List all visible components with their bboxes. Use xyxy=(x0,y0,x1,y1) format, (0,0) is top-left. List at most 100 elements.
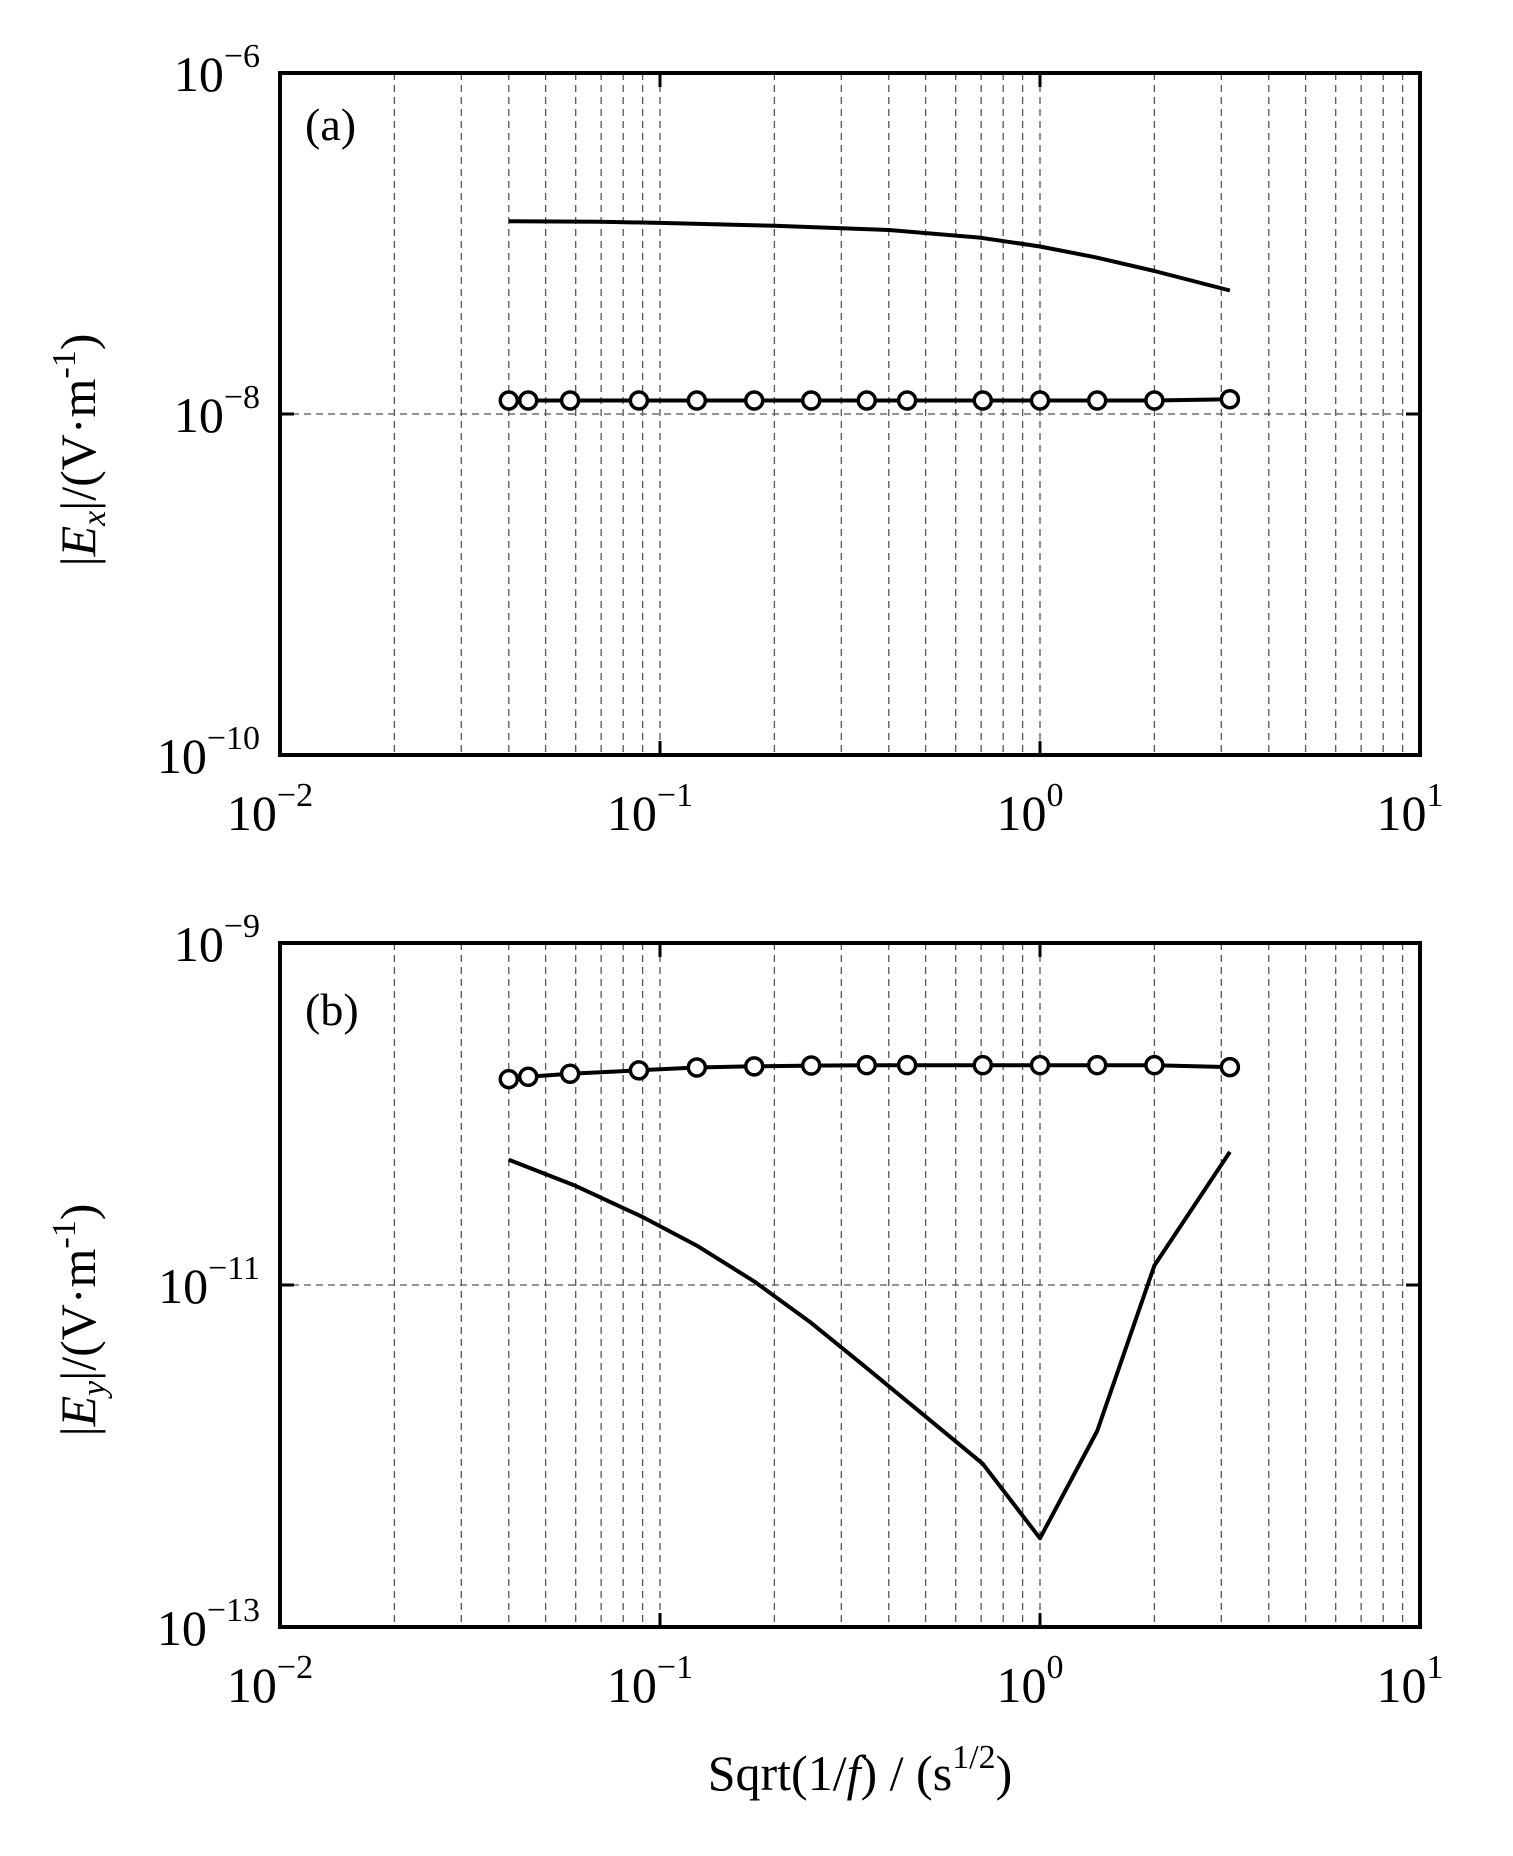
panel-b-series-1-point xyxy=(559,1063,581,1084)
panel-b-ylabel-sub: y xyxy=(76,1380,113,1399)
panel-a-series-2-point xyxy=(1219,389,1241,410)
tick-base: 10 xyxy=(1377,785,1427,841)
tick-exponent: −10 xyxy=(207,720,260,757)
panel-a-x-tick-label: 10−1 xyxy=(607,777,693,841)
tick-base: 10 xyxy=(174,387,224,443)
panel-b-series-1-point xyxy=(896,1054,918,1076)
panel-b-x-tick-label: 100 xyxy=(997,1649,1064,1713)
panel-a-y-tick-label: 10−6 xyxy=(174,38,260,102)
panel-b-ylabel-var: E xyxy=(50,1396,106,1428)
tick-exponent: 1 xyxy=(1427,777,1444,814)
panel-b-series-1-point xyxy=(1029,1054,1051,1076)
panel-b-series-1-point xyxy=(628,1060,650,1081)
panel-a-ylabel-sup: -1 xyxy=(46,350,83,378)
panel-a-series-2-point xyxy=(743,390,765,411)
tick-base: 10 xyxy=(158,1258,208,1314)
tick-base: 10 xyxy=(174,46,224,102)
panel-a-series-2-point xyxy=(972,390,994,411)
panel-a-series-2-point xyxy=(896,390,918,411)
tick-base: 10 xyxy=(997,1657,1047,1713)
tick-exponent: −2 xyxy=(277,1649,313,1686)
tick-base: 10 xyxy=(227,785,277,841)
panel-a-series-2-point xyxy=(559,390,581,411)
tick-exponent: 0 xyxy=(1047,1649,1064,1686)
panel-b-series-1-point xyxy=(686,1057,708,1078)
tick-base: 10 xyxy=(174,916,224,972)
panel-a-x-tick-label: 100 xyxy=(997,777,1064,841)
panel-b-tick-marks xyxy=(278,941,1422,1629)
panel-b-ylabel-pre: | xyxy=(50,1426,106,1436)
tick-base: 10 xyxy=(157,1600,207,1656)
panel-a-ylabel-sub: x xyxy=(76,511,113,527)
panel-b-y-tick-label: 10−11 xyxy=(158,1250,260,1314)
panel-b-x-tick-label: 10−1 xyxy=(607,1649,693,1713)
tick-exponent: −13 xyxy=(207,1592,260,1629)
tick-base: 10 xyxy=(227,1657,277,1713)
panel-b-series xyxy=(498,1054,1241,1541)
tick-exponent: −9 xyxy=(224,908,260,945)
panel-b-series-1-point xyxy=(800,1055,822,1076)
panel-b-grid xyxy=(280,943,1420,1627)
panel-a-ylabel-pre: | xyxy=(50,556,106,566)
panel-b-ylabel-sup: -1 xyxy=(46,1220,83,1248)
panel-b-y-tick-label: 10−9 xyxy=(174,908,260,972)
panel-a-series-2-point xyxy=(686,390,708,411)
panel-b-series-1-point xyxy=(1144,1054,1165,1076)
panel-b-label: (b) xyxy=(305,984,359,1035)
panel-a-y-axis-label: |Ex|/(V·m-1) xyxy=(46,334,113,567)
panel-b-series-1-point xyxy=(1219,1056,1241,1078)
panel-a-y-tick-label: 10−10 xyxy=(157,720,260,784)
tick-exponent: −1 xyxy=(657,777,693,814)
panel-a-x-tick-label: 101 xyxy=(1377,777,1444,841)
panel-b-series-1-point xyxy=(498,1068,520,1090)
tick-exponent: −6 xyxy=(224,38,260,75)
panel-b-ylabel-end: ) xyxy=(50,1204,106,1221)
tick-exponent: −2 xyxy=(277,777,313,814)
tick-base: 10 xyxy=(1377,1657,1427,1713)
panel-a-series-2-point xyxy=(1144,390,1165,411)
panel-a-x-tick-labels: 10−2 10−1 100 101 xyxy=(227,777,1444,841)
xlabel-end: ) xyxy=(996,1745,1013,1801)
tick-base: 10 xyxy=(157,728,207,784)
tick-exponent: −8 xyxy=(224,379,260,416)
panel-b-x-tick-label: 101 xyxy=(1377,1649,1444,1713)
panel-b-x-axis-label: Sqrt(1/f) / (s1/2) xyxy=(708,1739,1013,1801)
panel-b-y-tick-label: 10−13 xyxy=(157,1592,260,1656)
panel-b-ylabel-post: |/(V·m xyxy=(50,1248,106,1380)
panel-a-series-2-point xyxy=(1029,390,1051,411)
panel-a-series-2-point xyxy=(856,390,877,411)
panel-a-series-2-point xyxy=(1086,390,1108,411)
panel-a-grid xyxy=(280,73,1420,755)
panel-a-ylabel-end: ) xyxy=(50,334,106,351)
panel-b-series-1-point xyxy=(743,1056,765,1077)
panel-b-x-tick-label: 10−2 xyxy=(227,1649,313,1713)
panel-a-x-tick-label: 10−2 xyxy=(227,777,313,841)
tick-exponent: 1 xyxy=(1427,1649,1444,1686)
xlabel-mid: ) / (s xyxy=(861,1745,953,1801)
panel-b-series-2-line xyxy=(508,1150,1232,1541)
tick-exponent: −1 xyxy=(657,1649,693,1686)
tick-base: 10 xyxy=(607,785,657,841)
panel-b-series-1-point xyxy=(517,1066,539,1088)
panel-a-ylabel-var: E xyxy=(50,526,106,558)
xlabel-pre: Sqrt(1/ xyxy=(708,1745,847,1801)
panel-a-tick-marks xyxy=(278,71,1422,757)
panel-a-y-tick-label: 10−8 xyxy=(174,379,260,443)
panel-a-series-2-point xyxy=(628,390,650,411)
panel-b-series-1-point xyxy=(972,1054,994,1076)
panel-a-ylabel-post: |/(V·m xyxy=(50,378,106,510)
tick-exponent: −11 xyxy=(208,1250,260,1287)
panel-b-series-1-point xyxy=(856,1054,877,1076)
tick-exponent: 0 xyxy=(1047,777,1064,814)
panel-a-label: (a) xyxy=(305,99,356,150)
xlabel-sup: 1/2 xyxy=(952,1739,995,1776)
panel-a-series-1-line xyxy=(508,219,1231,293)
tick-base: 10 xyxy=(997,785,1047,841)
panel-a-series xyxy=(498,219,1241,411)
panel-b-x-tick-labels: 10−2 10−1 100 101 xyxy=(227,1649,1444,1713)
panel-b-series-1-point xyxy=(1086,1054,1108,1076)
